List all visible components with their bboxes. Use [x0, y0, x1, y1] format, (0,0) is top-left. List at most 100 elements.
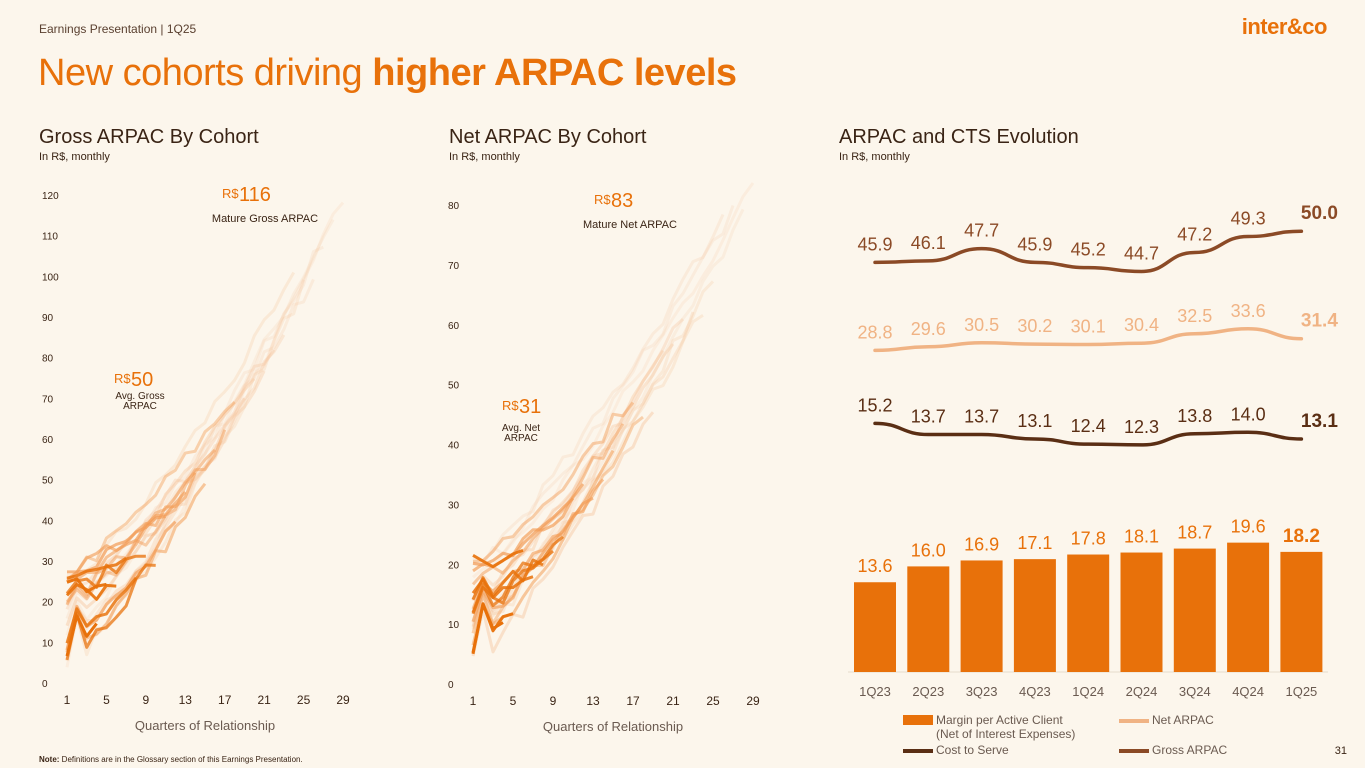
gross-mature-label: Mature Gross ARPAC — [212, 213, 318, 225]
cts-line-label: 13.8 — [1177, 406, 1212, 426]
net-arpac-line-label: 32.5 — [1177, 306, 1212, 326]
gross-chart-subtitle: In R$, monthly — [39, 151, 110, 163]
cohort-line — [471, 317, 684, 627]
legend-cts: Cost to Serve — [903, 743, 1009, 757]
legend-gross: Gross ARPAC — [1119, 743, 1227, 757]
y-tick-label: 120 — [42, 191, 59, 202]
gross-avg-currency: R$ — [114, 371, 131, 386]
cts-line-label: 12.4 — [1071, 416, 1106, 436]
cohort-line — [471, 535, 564, 613]
page-number: 31 — [1334, 745, 1347, 757]
gross-arpac-line-label: 44.7 — [1124, 243, 1159, 263]
net-arpac-line-label: 30.1 — [1071, 317, 1106, 337]
legend-margin: Margin per Active Client (Net of Interest… — [903, 713, 1075, 741]
net-mature-value: 83 — [611, 190, 633, 212]
margin-bar-label: 16.9 — [964, 534, 999, 554]
cohort-line — [66, 400, 236, 581]
x-tick-label: 17 — [218, 693, 232, 707]
margin-bar-label: 18.2 — [1283, 526, 1320, 547]
evo-x-tick-label: 1Q25 — [1285, 684, 1317, 699]
evo-section-heading: ARPAC and CTS Evolution In R$, monthly — [839, 126, 1079, 163]
margin-bar — [960, 560, 1003, 672]
cohort-line — [65, 614, 98, 657]
y-tick-label: 30 — [42, 557, 54, 568]
net-arpac-line-label: 28.8 — [857, 322, 892, 342]
cts-line-label: 12.3 — [1124, 417, 1159, 437]
margin-bar — [1280, 551, 1323, 672]
y-tick-label: 50 — [448, 381, 460, 392]
y-tick-label: 0 — [42, 679, 48, 690]
cts-line — [873, 421, 1304, 447]
y-tick-label: 20 — [448, 560, 460, 571]
gross-arpac-line-label: 46.1 — [911, 233, 946, 253]
x-tick-label: 21 — [257, 693, 271, 707]
legend-net: Net ARPAC — [1119, 713, 1214, 727]
net-arpac-line-label: 33.6 — [1231, 301, 1266, 321]
cts-line-label: 13.7 — [964, 407, 999, 427]
legend-margin-label-2: (Net of Interest Expenses) — [936, 727, 1076, 741]
y-tick-label: 60 — [448, 321, 460, 332]
x-tick-label: 9 — [550, 694, 557, 708]
y-tick-label: 20 — [42, 598, 54, 609]
net-avg-label-1: Avg. Net — [502, 423, 540, 434]
net-arpac-line-label: 31.4 — [1301, 311, 1338, 332]
x-tick-label: 29 — [336, 693, 350, 707]
cts-line-label: 14.0 — [1231, 404, 1266, 424]
cohort-line — [65, 563, 156, 661]
cohort-line — [471, 478, 605, 610]
gross-arpac-line-label: 49.3 — [1231, 209, 1266, 229]
x-axis-label: Quarters of Relationship — [543, 719, 683, 734]
legend-margin-swatch — [903, 715, 933, 725]
cts-line-label: 13.1 — [1017, 411, 1052, 431]
legend-gross-swatch — [1119, 749, 1149, 753]
evo-x-tick-label: 3Q24 — [1179, 684, 1211, 699]
y-tick-label: 70 — [42, 394, 54, 405]
gross-arpac-line-label: 45.2 — [1071, 240, 1106, 260]
cohort-line — [471, 314, 704, 630]
cohort-line — [471, 411, 655, 657]
evo-x-tick-label: 4Q23 — [1019, 684, 1051, 699]
cohort-line — [472, 205, 735, 567]
y-tick-label: 110 — [42, 232, 58, 243]
cohort-line — [471, 602, 504, 655]
x-axis-label: Quarters of Relationship — [135, 718, 275, 733]
net-arpac-line-label: 30.5 — [964, 315, 999, 335]
cohort-line — [65, 554, 146, 595]
y-tick-label: 40 — [42, 516, 54, 527]
x-tick-label: 25 — [297, 693, 311, 707]
gross-chart-title: Gross ARPAC By Cohort — [39, 126, 259, 148]
cohort-line — [471, 349, 665, 600]
margin-bar — [1173, 548, 1216, 672]
evo-x-tick-label: 3Q23 — [966, 684, 998, 699]
x-tick-label: 9 — [143, 693, 150, 707]
net-arpac-line-label: 29.6 — [911, 319, 946, 339]
legend-net-label: Net ARPAC — [1152, 713, 1214, 727]
legend-margin-label-1: Margin per Active Client — [936, 713, 1063, 727]
cohort-line — [471, 343, 675, 602]
gross-avg-label-1: Avg. Gross — [115, 391, 164, 402]
gross-avg-value: 50 — [131, 369, 153, 391]
x-tick-label: 25 — [706, 694, 720, 708]
x-tick-label: 29 — [746, 694, 760, 708]
cts-line-label: 15.2 — [857, 395, 892, 415]
gross-section-heading: Gross ARPAC By Cohort In R$, monthly — [39, 126, 259, 163]
cts-line-label: 13.1 — [1301, 411, 1338, 432]
evo-x-tick-label: 4Q24 — [1232, 684, 1264, 699]
footnote-text: Definitions are in the Glossary section … — [59, 755, 303, 764]
cohort-line — [65, 278, 315, 606]
gross-mature-currency: R$ — [222, 186, 239, 201]
cohort-line — [471, 208, 745, 624]
cohort-line — [65, 576, 138, 644]
cts-line-label: 13.7 — [911, 407, 946, 427]
evo-chart-title: ARPAC and CTS Evolution — [839, 126, 1079, 148]
y-tick-label: 30 — [448, 500, 460, 511]
gross-arpac-line-label: 45.9 — [1017, 234, 1052, 254]
page-title: New cohorts driving higher ARPAC levels — [38, 52, 737, 95]
legend-cts-label: Cost to Serve — [936, 743, 1009, 757]
gross-arpac-line — [873, 229, 1304, 274]
cohort-line — [65, 491, 187, 583]
margin-bar-label: 18.7 — [1177, 523, 1212, 543]
y-tick-label: 60 — [42, 435, 54, 446]
gross-arpac-line-label: 50.0 — [1301, 203, 1338, 224]
